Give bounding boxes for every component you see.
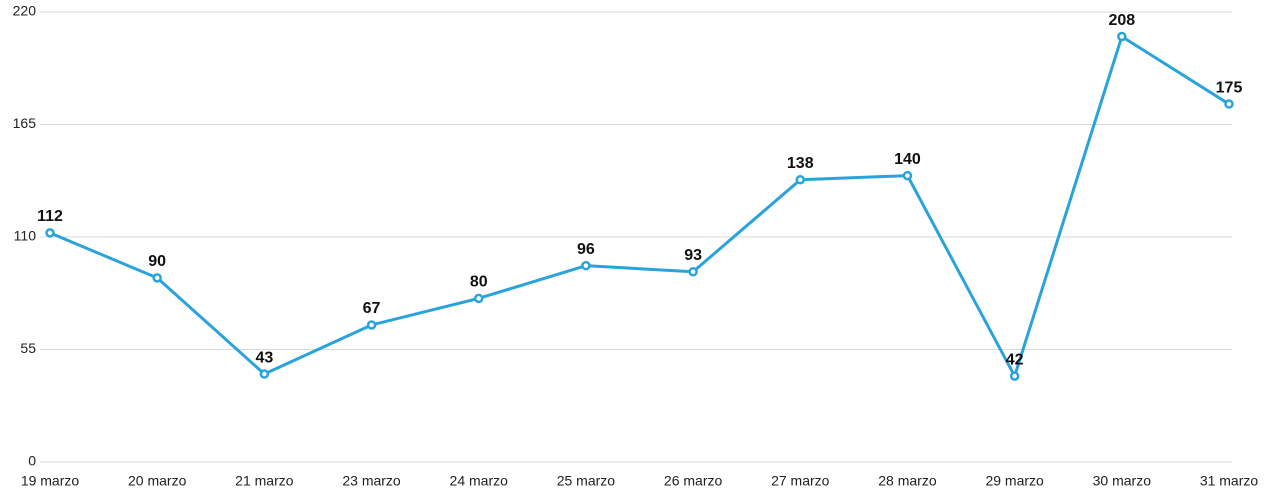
point [795,174,806,185]
point [1224,99,1234,109]
x-tick-label: 24 marzo [450,473,509,489]
y-tick-label: 165 [13,115,37,131]
data-label: 208 [1108,12,1135,29]
point [688,267,698,277]
x-tick-label: 28 marzo [878,473,937,489]
data-label: 90 [148,253,166,270]
data-label: 67 [363,300,381,317]
point [581,260,591,271]
x-tick-label: 25 marzo [557,473,616,489]
data-label: 138 [787,155,814,172]
x-tick-label: 30 marzo [1093,473,1152,489]
y-tick-label: 220 [13,3,37,19]
point [366,320,377,330]
point [1009,371,1020,381]
x-tick-label: 26 marzo [664,473,723,489]
x-tick-label: 27 marzo [771,473,830,489]
data-label: 42 [1006,351,1024,368]
data-label: 80 [470,274,488,291]
x-tick-label: 20 marzo [128,473,187,489]
data-label: 140 [894,151,921,168]
data-label: 175 [1216,79,1243,96]
x-tick-label: 31 marzo [1200,473,1259,489]
point [1117,31,1127,42]
data-label: 43 [255,349,273,366]
data-label: 96 [577,241,595,258]
y-tick-label: 110 [14,228,37,244]
point [259,369,270,379]
y-tick-label: 55 [20,340,36,356]
y-tick-label: 0 [28,453,36,469]
point [902,170,913,181]
x-tick-label: 23 marzo [342,473,401,489]
data-label: 112 [37,208,63,225]
data-label: 93 [684,247,702,264]
x-tick-label: 29 marzo [985,473,1044,489]
point [152,273,162,283]
x-tick-label: 19 marzo [21,473,80,489]
x-tick-label: 21 marzo [235,473,294,489]
point [473,293,484,304]
line [49,35,1230,378]
point [45,228,55,238]
